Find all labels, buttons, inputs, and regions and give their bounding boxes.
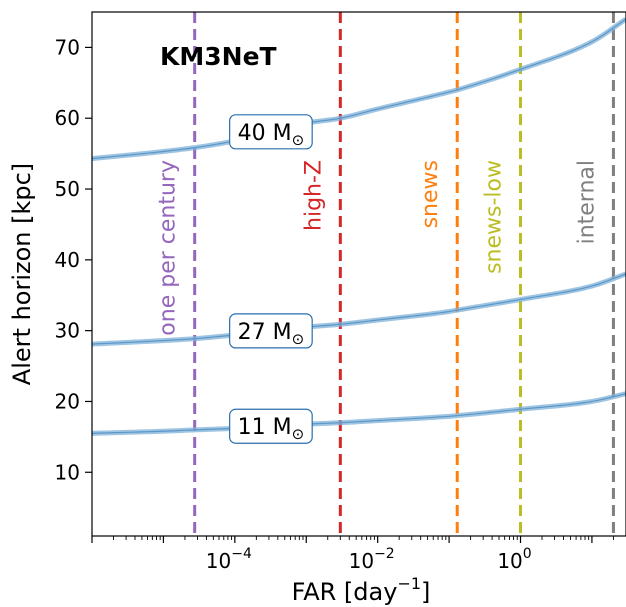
x-tick-label: 10−4: [206, 546, 252, 573]
plot-frame: [91, 11, 626, 537]
curve-label-sun-symbol: ⊙: [292, 131, 305, 149]
vline-label-snews-low: snews-low: [482, 160, 507, 274]
curve-label-mass: 40 M: [238, 121, 292, 146]
curve-label-sun-symbol: ⊙: [292, 330, 305, 348]
x-axis-label-end: ]: [421, 578, 430, 606]
x-tick-exponent: −4: [231, 546, 252, 562]
y-tick-label: 50: [55, 177, 80, 201]
curve-label-box: [229, 408, 313, 444]
x-axis-label: FAR [day−1]: [292, 574, 431, 606]
x-axis-ticks: 10−4 10−2 100: [91, 536, 614, 573]
y-tick-label: 10: [55, 460, 80, 484]
y-tick-label: 30: [55, 319, 80, 343]
y-tick-label: 60: [55, 106, 80, 130]
y-tick-label: 40: [55, 248, 80, 272]
y-axis-ticks: 10 20 30 40 50 60 70: [55, 35, 92, 484]
curve-label-text: 27 M⊙: [238, 320, 305, 348]
x-axis-label-main: FAR [day: [292, 578, 398, 606]
curve-label-box: [229, 313, 313, 349]
curve-11-msun-line: [91, 393, 626, 434]
curve-40-msun-line: [91, 18, 626, 160]
curve-27-msun-line: [91, 273, 626, 345]
curve-label-11-msun: 11 M⊙: [229, 408, 313, 444]
curve-label-text: 11 M⊙: [238, 415, 305, 443]
x-tick-label: 100: [497, 546, 531, 573]
experiment-label: KM3NeT: [160, 42, 277, 71]
x-tick-base: 10: [206, 549, 231, 573]
vline-label-one-per-century: one per century: [156, 160, 181, 336]
vertical-line-labels-layer: one per century high-Z snews snews-low inter…: [156, 160, 600, 336]
y-axis-label: Alert horizon [kpc]: [8, 163, 36, 385]
y-tick-label: 70: [55, 35, 80, 59]
curve-label-text: 40 M⊙: [238, 121, 305, 149]
x-tick-label: 10−2: [349, 546, 395, 573]
curves-layer: [91, 17, 626, 436]
vline-label-high-z: high-Z: [301, 160, 326, 231]
x-tick-base: 10: [497, 549, 522, 573]
x-axis-label-exponent: −1: [397, 574, 421, 593]
vline-label-internal: internal: [574, 160, 599, 244]
curve-labels-layer: 40 M⊙27 M⊙11 M⊙: [229, 114, 313, 444]
curve-label-mass: 11 M: [238, 415, 292, 440]
vertical-lines-layer: [193, 12, 615, 536]
vline-label-snews: snews: [418, 160, 443, 228]
x-tick-base: 10: [349, 549, 374, 573]
curve-label-sun-symbol: ⊙: [292, 425, 305, 443]
curve-label-27-msun: 27 M⊙: [229, 313, 313, 349]
y-tick-label: 20: [55, 389, 80, 413]
x-tick-exponent: 0: [523, 546, 532, 562]
x-tick-exponent: −2: [374, 546, 395, 562]
curve-label-box: [229, 114, 313, 150]
curve-label-40-msun: 40 M⊙: [229, 114, 313, 150]
curve-label-mass: 27 M: [238, 320, 292, 345]
